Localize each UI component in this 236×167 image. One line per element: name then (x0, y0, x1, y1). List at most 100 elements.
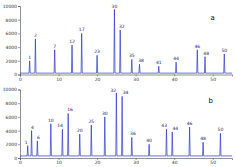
tick-label: 8000 (6, 101, 18, 106)
tick-mark (18, 47, 20, 48)
tick: 50 (210, 75, 216, 82)
tick-label: 40 (172, 160, 178, 165)
peak-label: 12 (69, 39, 75, 44)
tick: 20 (95, 75, 101, 82)
peak-label: 1 (25, 140, 28, 145)
peak-label: 7 (53, 44, 56, 49)
tick-mark (18, 117, 20, 118)
tick: 50 (210, 158, 216, 165)
tick-mark (18, 103, 20, 104)
tick-label: 2000 (6, 59, 18, 64)
tick: 30 (133, 75, 139, 82)
tick-label: 0 (14, 156, 17, 161)
peak-label: 6 (37, 135, 40, 140)
peak-label: 46 (194, 44, 200, 49)
peak-label: 25 (88, 119, 94, 124)
peak-label: 20 (77, 128, 83, 133)
tick-label: 50 (210, 77, 216, 82)
tick: 0 (14, 156, 20, 161)
tick: 0 (19, 158, 22, 165)
tick-mark (18, 158, 20, 159)
peak-label: 43 (161, 123, 167, 128)
tick-label: 4000 (6, 129, 18, 134)
peak-label: 30 (112, 4, 118, 9)
peak-label: 16 (67, 107, 73, 112)
y-axis: 0 2000 4000 6000 8000 10000 (3, 4, 21, 78)
tick: 10000 (3, 4, 20, 9)
x-axis: 0 10 20 30 40 50 (19, 75, 232, 82)
tick-label: 10 (56, 160, 62, 165)
panel-label: b (209, 97, 214, 105)
tick-mark (18, 75, 20, 76)
tick: 6000 (6, 115, 20, 120)
trace (20, 93, 232, 156)
peak-label: 44 (172, 126, 178, 131)
tick: 30 (133, 158, 139, 165)
tick-label: 30 (133, 160, 139, 165)
tick-mark (18, 33, 20, 34)
peak-label: 34 (123, 90, 129, 95)
tick: 2000 (6, 59, 20, 64)
tick: 40 (172, 75, 178, 82)
annotations: 146101416202530323436404344464850b (25, 88, 224, 145)
tick-mark (18, 20, 20, 21)
tick-label: 6000 (6, 115, 18, 120)
tick: 10000 (3, 87, 20, 92)
tick-label: 4000 (6, 45, 18, 50)
peak-label: 40 (146, 138, 152, 143)
peak-label: 36 (130, 131, 136, 136)
tick-label: 20 (95, 77, 101, 82)
marks (20, 93, 232, 156)
y-axis: 0 2000 4000 6000 8000 10000 (3, 87, 21, 161)
tick: 0 (14, 72, 20, 77)
peak-label: 1 (28, 55, 31, 60)
figure: 0102030405002000400060008000100001271217… (0, 0, 236, 167)
tick-label: 10000 (3, 87, 17, 92)
peak-label: 4 (31, 125, 34, 130)
tick-label: 0 (19, 160, 22, 165)
peak-label: 50 (218, 127, 224, 132)
peak-label: 10 (48, 118, 54, 123)
tick-label: 10 (56, 77, 62, 82)
x-axis: 0 10 20 30 40 50 (19, 158, 232, 165)
peak-label: 23 (94, 49, 100, 54)
peak-label: 46 (187, 121, 193, 126)
marks (20, 9, 232, 73)
axis-line (21, 159, 233, 161)
tick-label: 8000 (6, 18, 18, 23)
tick-label: 0 (19, 77, 22, 82)
peak-label: 32 (110, 88, 116, 93)
peak-label: 48 (203, 51, 209, 56)
panel: 0102030405002000400060008000100001461014… (3, 87, 233, 165)
tick-label: 40 (172, 77, 178, 82)
peak-label: 48 (200, 136, 206, 141)
tick-label: 10000 (3, 4, 17, 9)
tick: 20 (95, 158, 101, 165)
tick-mark (18, 144, 20, 145)
tick-mark (18, 6, 20, 7)
tick-label: 0 (14, 72, 17, 77)
trace (20, 9, 232, 73)
panel-label: a (211, 14, 215, 22)
plot-area: 0102030405002000400060008000100001271217… (3, 4, 233, 82)
axis-line (18, 90, 21, 159)
peak-label: 32 (119, 24, 125, 29)
tick-mark (18, 131, 20, 132)
tick-label: 50 (210, 160, 216, 165)
peak-label: 35 (129, 53, 135, 58)
tick-label: 30 (133, 77, 139, 82)
tick: 4000 (6, 129, 20, 134)
plot-area: 0102030405002000400060008000100001461014… (3, 87, 233, 165)
tick: 8000 (6, 18, 20, 23)
tick: 2000 (6, 142, 20, 147)
peak-label: 41 (156, 60, 162, 65)
tick: 10 (56, 158, 62, 165)
peak-label: 38 (138, 58, 144, 63)
panel: 0102030405002000400060008000100001271217… (3, 4, 233, 82)
tick: 6000 (6, 31, 20, 36)
peak-label: 50 (221, 48, 227, 53)
peak-label: 30 (102, 111, 108, 116)
peak-label: 44 (173, 56, 179, 61)
annotations: 127121723303235384144464850a (28, 4, 227, 65)
tick-label: 20 (95, 160, 101, 165)
